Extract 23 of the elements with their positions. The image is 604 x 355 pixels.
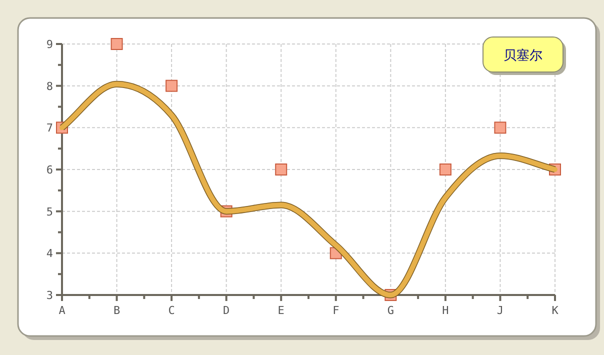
y-tick-label: 8	[46, 80, 53, 93]
x-tick-label: J	[496, 304, 504, 317]
x-tick-label: K	[552, 304, 559, 317]
y-tick-label: 3	[46, 289, 53, 302]
x-tick-label: D	[223, 304, 230, 317]
y-tick-label: 9	[46, 38, 53, 51]
y-tick-label: 6	[46, 164, 53, 176]
point	[166, 80, 178, 92]
y-tick-label: 5	[46, 205, 53, 218]
x-tick-label: H	[442, 304, 449, 317]
x-tick-label: B	[113, 304, 120, 317]
y-tick-label: 4	[46, 247, 54, 260]
point	[110, 38, 123, 50]
text: 贝塞尔	[504, 48, 542, 62]
x-tick-label: C	[168, 304, 175, 317]
x-tick-label: A	[58, 304, 66, 317]
point	[494, 122, 506, 134]
x-tick-label: F	[332, 304, 340, 317]
y-tick-label: 7	[46, 122, 53, 135]
point	[275, 164, 288, 176]
point	[439, 164, 452, 176]
x-tick-label: E	[278, 304, 284, 317]
x-tick-label: G	[387, 304, 394, 317]
